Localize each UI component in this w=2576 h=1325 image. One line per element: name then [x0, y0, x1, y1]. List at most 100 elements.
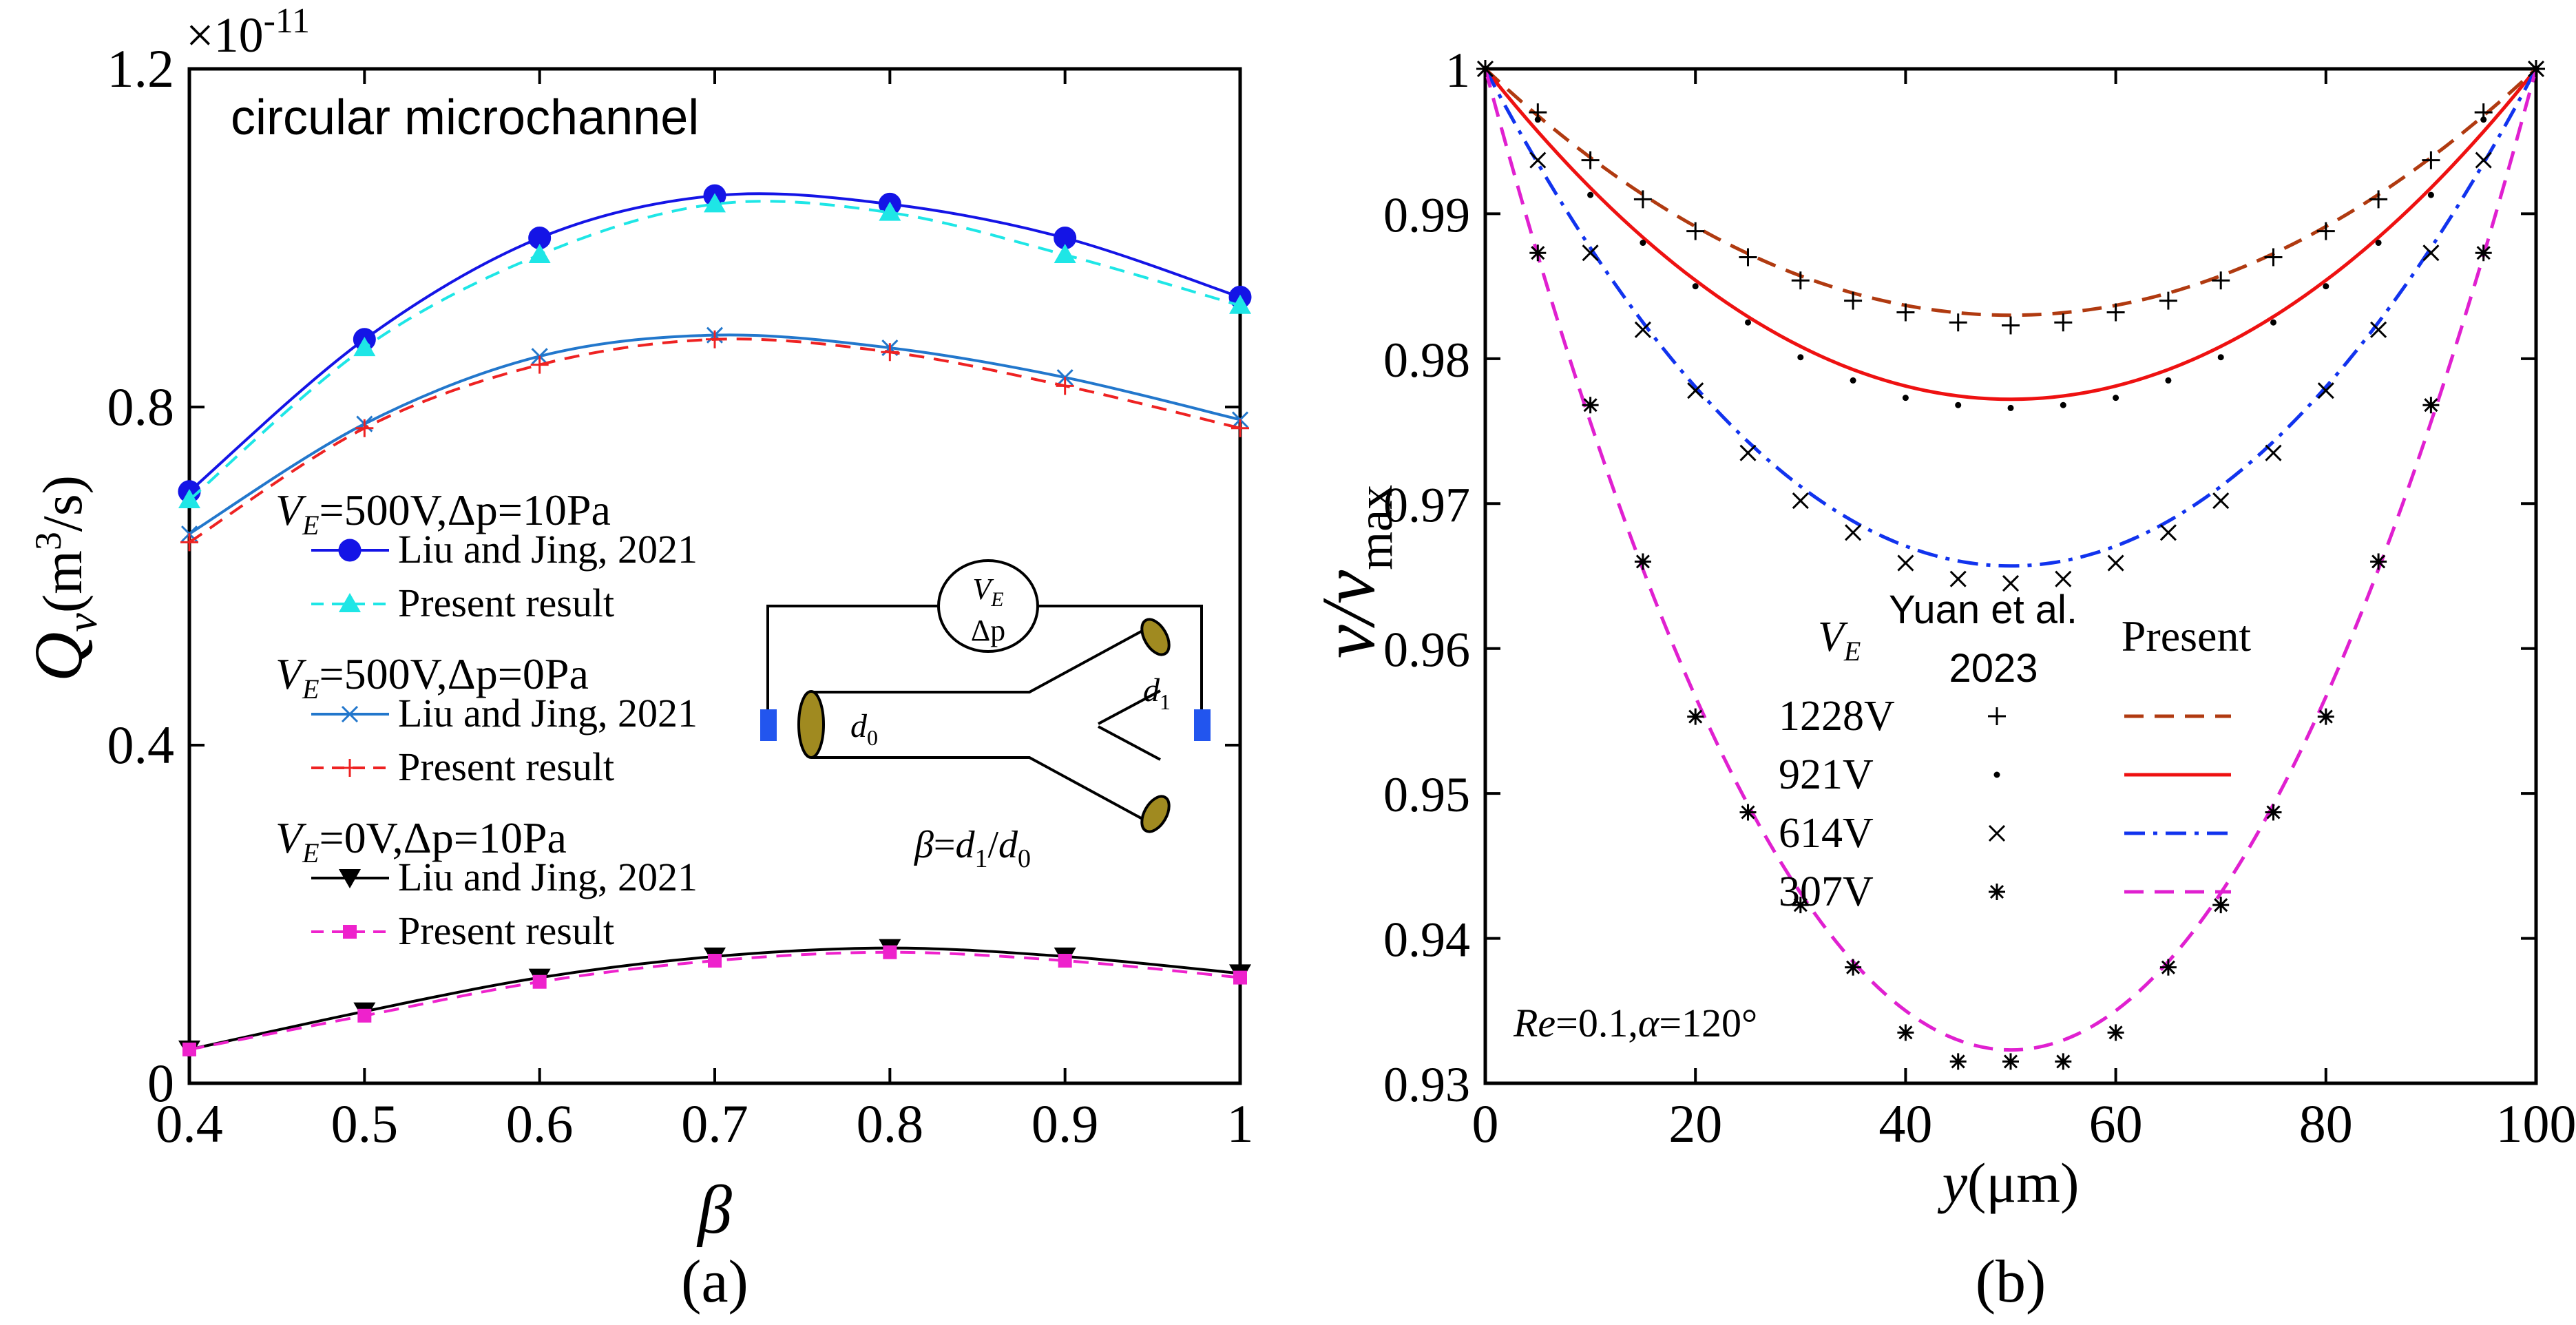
x-tick-label: 0.9 — [1032, 1094, 1099, 1154]
legend-a-header-part: =0V,Δp=10Pa — [320, 813, 567, 862]
data-point — [2317, 382, 2334, 399]
legend-b-col1: VE — [1818, 614, 1861, 667]
legend-a-marker — [339, 593, 361, 612]
data-point — [2002, 1053, 2019, 1070]
panel-b-xlabel: y(μm) — [1938, 1151, 2080, 1214]
data-point — [2265, 804, 2282, 821]
data-point — [2217, 354, 2224, 361]
legend-b-col2-line2: 2023 — [1949, 646, 2038, 691]
legend-a-header: VE=0V,Δp=10Pa — [275, 813, 567, 868]
panel-b-ylabel: v/vmax — [1306, 485, 1403, 658]
data-point — [1745, 319, 1751, 326]
data-point — [1587, 191, 1594, 198]
data-point — [1231, 419, 1249, 437]
series-b-0 — [1476, 60, 2545, 335]
legend-a-label: Liu and Jing, 2021 — [398, 691, 698, 735]
data-point — [2264, 248, 2283, 267]
data-point — [1056, 377, 1074, 395]
x-tick-label: 20 — [1668, 1094, 1722, 1154]
legend-a-label: Present result — [398, 744, 614, 789]
x-tick-label: 0.6 — [506, 1094, 574, 1154]
panel-a-xlabel: β — [696, 1171, 732, 1248]
outlet-face-bottom — [1140, 795, 1171, 833]
data-point — [2369, 190, 2388, 209]
label-d1: d1 — [1143, 672, 1171, 714]
data-point — [706, 330, 724, 348]
legend-a-header-part: E — [302, 837, 319, 868]
y-tick-label: 0.98 — [1383, 333, 1470, 388]
legend-a-marker — [341, 705, 359, 723]
data-point — [182, 1042, 196, 1056]
source-ve-part: E — [990, 588, 1003, 611]
data-point — [879, 201, 901, 221]
data-point — [2159, 959, 2177, 976]
data-point — [357, 1008, 372, 1023]
y-tick-label: 0.8 — [107, 377, 175, 437]
y-tick-label: 1 — [1445, 43, 1470, 98]
data-point — [2375, 240, 2382, 247]
x-tick-label: 0.8 — [857, 1094, 924, 1154]
series-line — [1483, 67, 2538, 568]
beta-definition-part: d — [955, 824, 975, 866]
data-point — [1845, 524, 1862, 541]
y-tick-label: 0 — [147, 1053, 174, 1113]
series-line — [1484, 67, 2537, 317]
label-d1-part: d — [1143, 672, 1160, 709]
data-point — [1739, 248, 1757, 267]
data-point — [530, 355, 549, 374]
data-point — [1739, 804, 1757, 821]
data-point — [355, 419, 374, 437]
data-point — [1529, 244, 1547, 262]
data-point — [1845, 959, 1862, 976]
data-point — [2475, 152, 2492, 169]
data-point — [532, 974, 547, 989]
data-point — [1955, 401, 1962, 408]
data-point — [178, 489, 200, 509]
data-point — [1633, 190, 1652, 209]
panel-a-series — [178, 184, 1252, 1060]
series-b-2 — [1476, 60, 2545, 592]
data-point — [881, 343, 899, 362]
data-point — [2113, 395, 2119, 401]
data-point — [180, 533, 198, 552]
data-point — [1634, 553, 1651, 570]
data-point — [2060, 401, 2066, 408]
data-point — [1058, 954, 1072, 968]
legend-b-voltage: 307V — [1779, 868, 1874, 915]
data-point — [1949, 1053, 1967, 1070]
data-point — [2265, 444, 2282, 461]
data-point — [1640, 240, 1646, 247]
data-point — [1897, 1024, 1914, 1041]
data-point — [1797, 354, 1804, 361]
panel-b-annotation: Re=0.1,α=120° — [1513, 1001, 1757, 1045]
legend-b-col2-line1: Yuan et al. — [1889, 587, 2077, 632]
series-a-3 — [180, 330, 1249, 552]
data-point — [2002, 316, 2020, 335]
beta-definition-part: / — [987, 824, 998, 866]
data-point — [1792, 492, 1809, 510]
channel-outline — [811, 625, 1161, 824]
data-point — [2317, 708, 2334, 725]
panel-a-caption: (a) — [681, 1249, 748, 1315]
data-point — [2370, 553, 2387, 570]
series-a-5 — [182, 945, 1247, 1056]
data-point — [1791, 271, 1810, 290]
data-point — [1739, 444, 1757, 461]
legend-a-marker — [343, 925, 357, 939]
legend-a-header-part: V — [275, 486, 307, 534]
data-point — [2422, 397, 2440, 414]
data-point — [704, 193, 726, 213]
y-tick-label: 0.95 — [1383, 767, 1470, 822]
data-point — [1949, 570, 1967, 587]
data-point — [2107, 554, 2124, 572]
series-a-1 — [178, 193, 1251, 509]
legend-a-label: Liu and Jing, 2021 — [398, 855, 698, 899]
series-line — [1484, 67, 2537, 401]
data-point — [1534, 116, 1541, 123]
data-point — [1634, 321, 1651, 338]
legend-a-marker — [338, 539, 362, 562]
beta-definition-part: d — [998, 824, 1018, 866]
data-point — [1477, 61, 1494, 77]
